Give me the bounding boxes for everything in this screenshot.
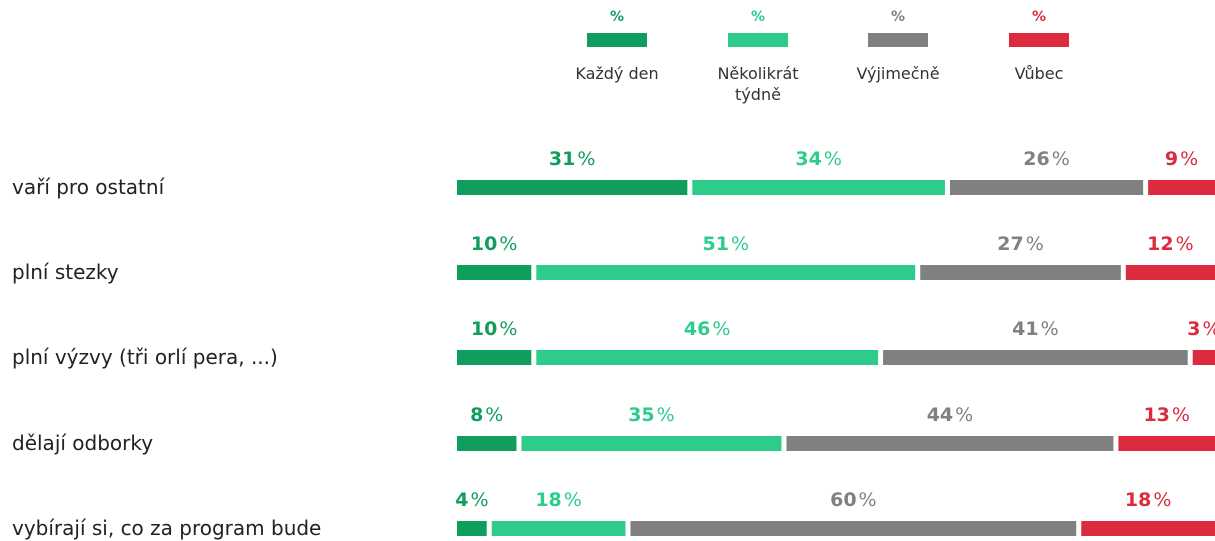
data-label: 60% (830, 489, 877, 511)
data-label: 12% (1147, 233, 1194, 255)
data-label: 35% (628, 404, 675, 426)
bar-row: vybírají si, co za program bude 4% 18% 60% 1… (12, 489, 1215, 540)
legend: % Každý den% Několikrát týdně% Výjimečně% Vůb… (575, 9, 1069, 104)
legend-percent-symbol: % (751, 9, 765, 25)
legend-label: Vůbec (1015, 64, 1064, 83)
bar-segment (521, 436, 782, 451)
bar-segment (786, 436, 1114, 451)
data-label: 4% (455, 489, 488, 511)
bar-segment (949, 180, 1144, 195)
category-label: plní výzvy (tři orlí pera, ...) (12, 345, 278, 369)
bar-segment (1192, 350, 1215, 365)
category-label: vaří pro ostatní (12, 175, 166, 199)
bar-row: plní stezky 10% 51% 27% 12% (12, 233, 1215, 284)
data-label: 27% (997, 233, 1044, 255)
legend-item: % Každý den (575, 9, 658, 83)
bar-segment (630, 521, 1077, 536)
data-label: 34% (795, 148, 842, 170)
legend-percent-symbol: % (1032, 9, 1046, 25)
data-label: 8% (470, 404, 503, 426)
legend-label: Několikrát týdně (717, 64, 798, 104)
category-label: dělají odborky (12, 431, 153, 455)
data-label: 51% (703, 233, 750, 255)
data-label: 10% (471, 318, 518, 340)
data-label: 10% (471, 233, 518, 255)
bar-segment (1148, 180, 1215, 195)
legend-percent-symbol: % (891, 9, 905, 25)
legend-label: Výjimečně (856, 64, 939, 83)
category-label: plní stezky (12, 260, 119, 284)
bar-segment (457, 350, 532, 365)
legend-swatch (1009, 33, 1069, 47)
data-label: 18% (1125, 489, 1172, 511)
legend-swatch (587, 33, 647, 47)
bar-row: plní výzvy (tři orlí pera, ...) 10% 46% 41%… (12, 318, 1215, 369)
bar-segment (692, 180, 945, 195)
legend-swatch (728, 33, 788, 47)
data-label: 46% (684, 318, 731, 340)
bar-row: vaří pro ostatní 31% 34% 26% 9% (12, 148, 1215, 199)
bar-segment (491, 521, 626, 536)
data-label: 26% (1023, 148, 1070, 170)
data-label: 9% (1165, 148, 1198, 170)
legend-swatch (868, 33, 928, 47)
bar-segment (1125, 265, 1215, 280)
bar-segment (1118, 436, 1215, 451)
bar-segment (536, 265, 916, 280)
data-label: 41% (1012, 318, 1059, 340)
bar-segment (457, 436, 517, 451)
data-label: 13% (1143, 404, 1190, 426)
legend-item: % Několikrát týdně (717, 9, 798, 104)
bar-segment (457, 265, 532, 280)
bar-segment (1081, 521, 1215, 536)
bar-segment (536, 350, 879, 365)
legend-label: Každý den (575, 64, 658, 83)
bar-segment (883, 350, 1188, 365)
data-label: 3% (1187, 318, 1215, 340)
category-label: vybírají si, co za program bude (12, 516, 321, 540)
bar-row: dělají odborky 8% 35% 44% 13% (12, 404, 1215, 455)
legend-percent-symbol: % (610, 9, 624, 25)
data-label: 18% (535, 489, 582, 511)
data-label: 44% (927, 404, 974, 426)
bar-segment (920, 265, 1121, 280)
bar-segment (457, 521, 487, 536)
legend-item: % Výjimečně (856, 9, 939, 83)
data-label: 31% (549, 148, 596, 170)
legend-item: % Vůbec (1009, 9, 1069, 83)
bar-segment (457, 180, 688, 195)
